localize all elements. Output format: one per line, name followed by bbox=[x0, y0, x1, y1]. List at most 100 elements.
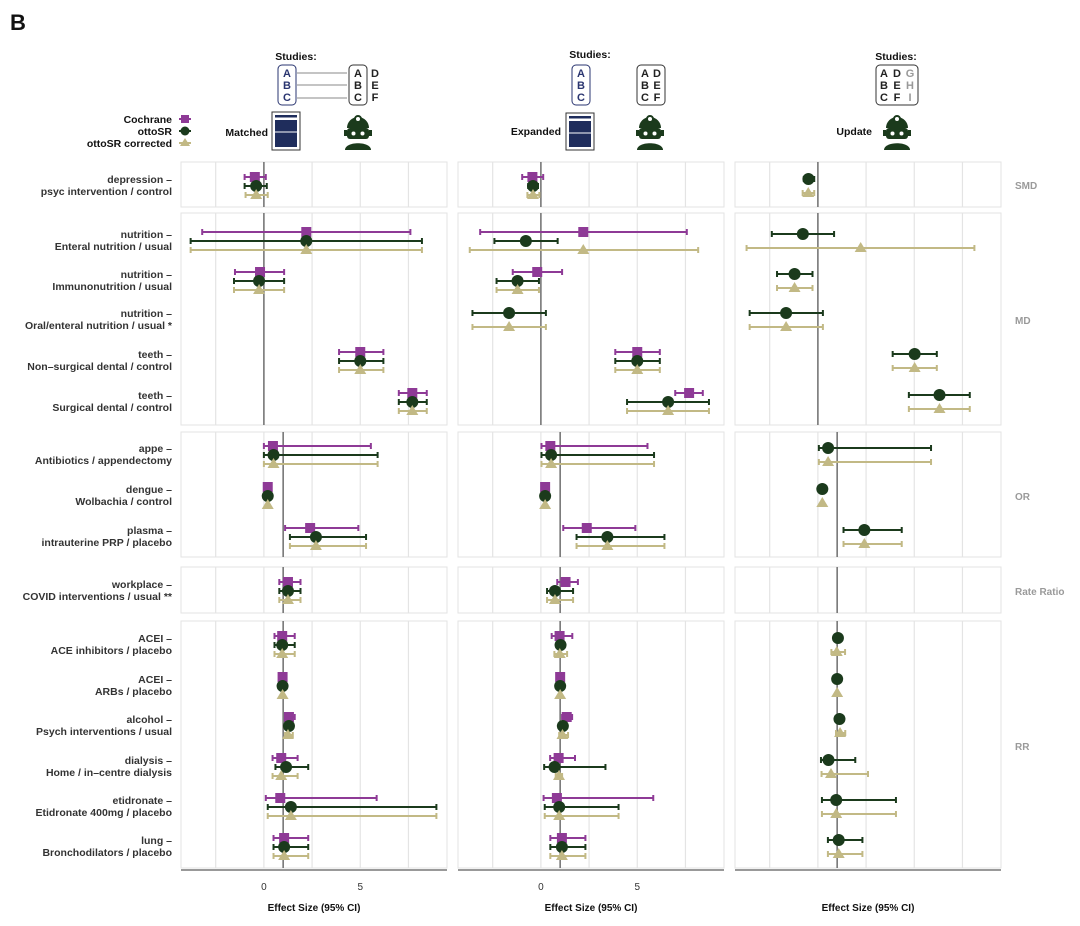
study-letter: D bbox=[371, 68, 379, 80]
point-estimate-circle bbox=[796, 228, 809, 240]
point-estimate-triangle bbox=[854, 242, 867, 252]
header-matched: Studies: A B C A B C D E F Matched bbox=[225, 51, 379, 151]
figure-label: B bbox=[10, 10, 26, 35]
point-estimate-circle bbox=[406, 396, 419, 408]
facet-panel-box bbox=[734, 161, 1002, 208]
study-letter: B bbox=[641, 80, 649, 92]
point-estimate-circle bbox=[278, 841, 291, 853]
forest-mark-ottosr-corrected bbox=[468, 244, 700, 254]
point-estimate-circle bbox=[309, 531, 322, 543]
study-letter: E bbox=[653, 80, 660, 92]
point-estimate-circle bbox=[267, 449, 280, 461]
point-estimate-triangle bbox=[503, 321, 516, 331]
point-estimate-triangle bbox=[834, 727, 847, 737]
study-letter: I bbox=[908, 92, 911, 104]
forest-mark-ottosr-corrected bbox=[842, 538, 903, 548]
facet-label: Rate Ratio bbox=[1015, 587, 1064, 598]
facet-panel-box bbox=[457, 212, 725, 426]
point-estimate-circle bbox=[548, 585, 561, 597]
point-estimate-triangle bbox=[553, 770, 566, 780]
facet-panel-box bbox=[180, 212, 448, 426]
point-estimate-square bbox=[578, 227, 589, 237]
point-estimate-circle bbox=[282, 720, 295, 732]
point-estimate-triangle bbox=[276, 648, 289, 658]
row-label-comparison: Oral/enteral nutrition / usual * bbox=[25, 320, 173, 332]
forest-mark-ottosr-corrected bbox=[261, 499, 274, 509]
point-estimate-square bbox=[551, 793, 562, 803]
point-estimate-circle bbox=[554, 680, 567, 692]
forest-mark-cochrane bbox=[272, 833, 310, 843]
row-label-comparison: intrauterine PRP / placebo bbox=[41, 537, 172, 549]
point-estimate-square bbox=[255, 267, 266, 277]
forest-mark-ottosr-corrected bbox=[288, 540, 368, 550]
point-estimate-square bbox=[301, 227, 312, 237]
forest-mark-ottosr-corrected bbox=[271, 770, 299, 780]
forest-mark-ottosr bbox=[802, 173, 816, 185]
forest-mark-ottosr-corrected bbox=[189, 244, 423, 254]
point-estimate-triangle bbox=[284, 810, 297, 820]
point-estimate-circle bbox=[354, 355, 367, 367]
point-estimate-triangle bbox=[631, 364, 644, 374]
study-letter: A bbox=[880, 68, 888, 80]
point-estimate-triangle bbox=[554, 689, 567, 699]
legend-marker-ottosr bbox=[179, 126, 191, 136]
point-estimate-triangle bbox=[824, 768, 837, 778]
point-estimate-circle bbox=[250, 180, 263, 192]
forest-mark-cochrane bbox=[284, 523, 360, 533]
forest-mark-ottosr bbox=[233, 275, 286, 287]
point-estimate-square bbox=[277, 631, 288, 641]
forest-mark-ottosr bbox=[907, 389, 971, 401]
point-estimate-triangle bbox=[526, 189, 539, 199]
row-label-comparison: Bronchodilators / placebo bbox=[42, 847, 172, 859]
point-estimate-circle bbox=[780, 307, 793, 319]
forest-mark-ottosr bbox=[614, 355, 661, 367]
row-label-comparison: ACE inhibitors / placebo bbox=[51, 645, 172, 657]
point-estimate-circle bbox=[281, 585, 294, 597]
study-letter: F bbox=[372, 92, 379, 104]
forest-mark-ottosr bbox=[273, 639, 296, 651]
forest-mark-cochrane bbox=[338, 347, 385, 357]
study-letter: B bbox=[577, 80, 585, 92]
facet-panel-box bbox=[457, 161, 725, 208]
forest-mark-ottosr bbox=[288, 531, 368, 543]
document-icon bbox=[271, 111, 301, 151]
facet-panel-box bbox=[734, 212, 1002, 426]
point-estimate-circle bbox=[526, 180, 539, 192]
forest-mark-ottosr-corrected bbox=[776, 282, 814, 292]
point-estimate-circle bbox=[802, 173, 815, 185]
point-estimate-triangle bbox=[354, 364, 367, 374]
facet-panel-box bbox=[457, 431, 725, 558]
row-label-comparison: Antibiotics / appendectomy bbox=[35, 455, 172, 467]
forest-mark-ottosr bbox=[274, 761, 310, 773]
facet-panel-box bbox=[734, 620, 1002, 869]
studies-label: Studies: bbox=[275, 51, 316, 63]
point-estimate-square bbox=[556, 833, 567, 843]
point-estimate-square bbox=[275, 793, 286, 803]
facet-panel-box bbox=[180, 161, 448, 208]
row-label-topic: alcohol – bbox=[126, 714, 172, 726]
row-label-topic: nutrition – bbox=[121, 269, 172, 281]
point-estimate-triangle bbox=[553, 648, 566, 658]
point-estimate-triangle bbox=[253, 284, 266, 294]
forest-mark-ottosr-corrected bbox=[471, 321, 547, 331]
forest-mark-ottosr bbox=[554, 680, 567, 692]
point-estimate-triangle bbox=[788, 282, 801, 292]
mode-label-update: Update bbox=[836, 126, 872, 138]
facet-panel-box bbox=[457, 620, 725, 869]
point-estimate-triangle bbox=[662, 405, 675, 415]
point-estimate-circle bbox=[276, 639, 289, 651]
row-label-topic: depression – bbox=[107, 174, 172, 186]
forest-mark-ottosr bbox=[471, 307, 547, 319]
forest-mark-ottosr-corrected bbox=[748, 321, 824, 331]
forest-mark-ottosr bbox=[770, 228, 836, 240]
point-estimate-triangle bbox=[250, 189, 263, 199]
forest-mark-ottosr bbox=[554, 639, 567, 651]
forest-mark-cochrane bbox=[283, 712, 296, 722]
row-label-comparison: Wolbachia / control bbox=[75, 496, 172, 508]
row-label-topic: ACEI – bbox=[138, 674, 172, 686]
forest-mark-ottosr bbox=[546, 585, 575, 597]
forest-mark-ottosr bbox=[819, 754, 857, 766]
forest-mark-ottosr bbox=[189, 235, 423, 247]
facet-label: MD bbox=[1015, 316, 1031, 327]
